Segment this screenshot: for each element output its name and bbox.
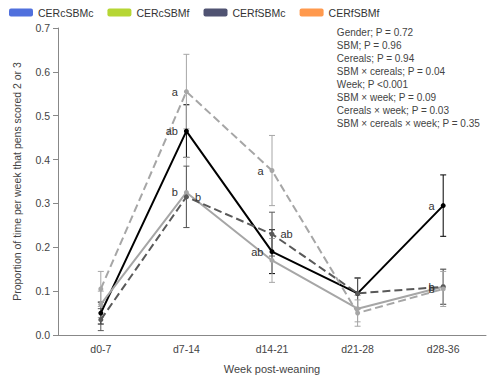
svg-text:Gender; P = 0.72: Gender; P = 0.72 — [337, 27, 414, 38]
svg-text:0.1: 0.1 — [35, 285, 50, 297]
svg-text:SBM; P = 0.96: SBM; P = 0.96 — [337, 40, 402, 51]
svg-text:ab: ab — [251, 246, 263, 258]
svg-text:b: b — [429, 283, 435, 295]
svg-text:Cereals; P = 0.94: Cereals; P = 0.94 — [337, 53, 415, 64]
svg-text:0.5: 0.5 — [35, 110, 50, 122]
svg-text:a: a — [429, 200, 436, 212]
svg-text:0.3: 0.3 — [35, 197, 50, 209]
svg-text:b: b — [172, 186, 178, 198]
svg-text:CERcSBMc: CERcSBMc — [38, 7, 93, 19]
svg-text:Proportion of time per week th: Proportion of time per week that pens sc… — [11, 62, 23, 301]
svg-text:d28-36: d28-36 — [427, 343, 460, 355]
svg-text:0.6: 0.6 — [35, 66, 50, 78]
svg-text:0.0: 0.0 — [35, 329, 50, 341]
svg-text:CERcSBMf: CERcSBMf — [136, 7, 189, 19]
svg-text:d0-7: d0-7 — [90, 343, 111, 355]
svg-text:SBM × week; P = 0.09: SBM × week; P = 0.09 — [337, 92, 437, 103]
svg-text:CERfSBMf: CERfSBMf — [329, 7, 380, 19]
svg-text:SBM × cereals; P = 0.04: SBM × cereals; P = 0.04 — [337, 66, 446, 77]
svg-text:CERfSBMc: CERfSBMc — [233, 7, 286, 19]
svg-text:d7-14: d7-14 — [173, 343, 200, 355]
svg-text:b: b — [195, 191, 201, 203]
svg-text:0.4: 0.4 — [35, 154, 50, 166]
svg-text:d14-21: d14-21 — [256, 343, 289, 355]
svg-text:a: a — [257, 165, 264, 177]
svg-text:Week; P <0.001: Week; P <0.001 — [337, 79, 409, 90]
svg-text:SBM × cereals × week; P = 0.35: SBM × cereals × week; P = 0.35 — [337, 118, 480, 129]
svg-text:d21-28: d21-28 — [341, 343, 374, 355]
svg-text:Week post-weaning: Week post-weaning — [224, 363, 320, 375]
svg-text:0.2: 0.2 — [35, 241, 50, 253]
svg-text:ab: ab — [281, 228, 293, 240]
svg-text:a: a — [172, 86, 179, 98]
svg-text:ab: ab — [166, 125, 178, 137]
svg-text:Cereals × week; P = 0.03: Cereals × week; P = 0.03 — [337, 105, 450, 116]
svg-text:0.7: 0.7 — [35, 22, 50, 34]
